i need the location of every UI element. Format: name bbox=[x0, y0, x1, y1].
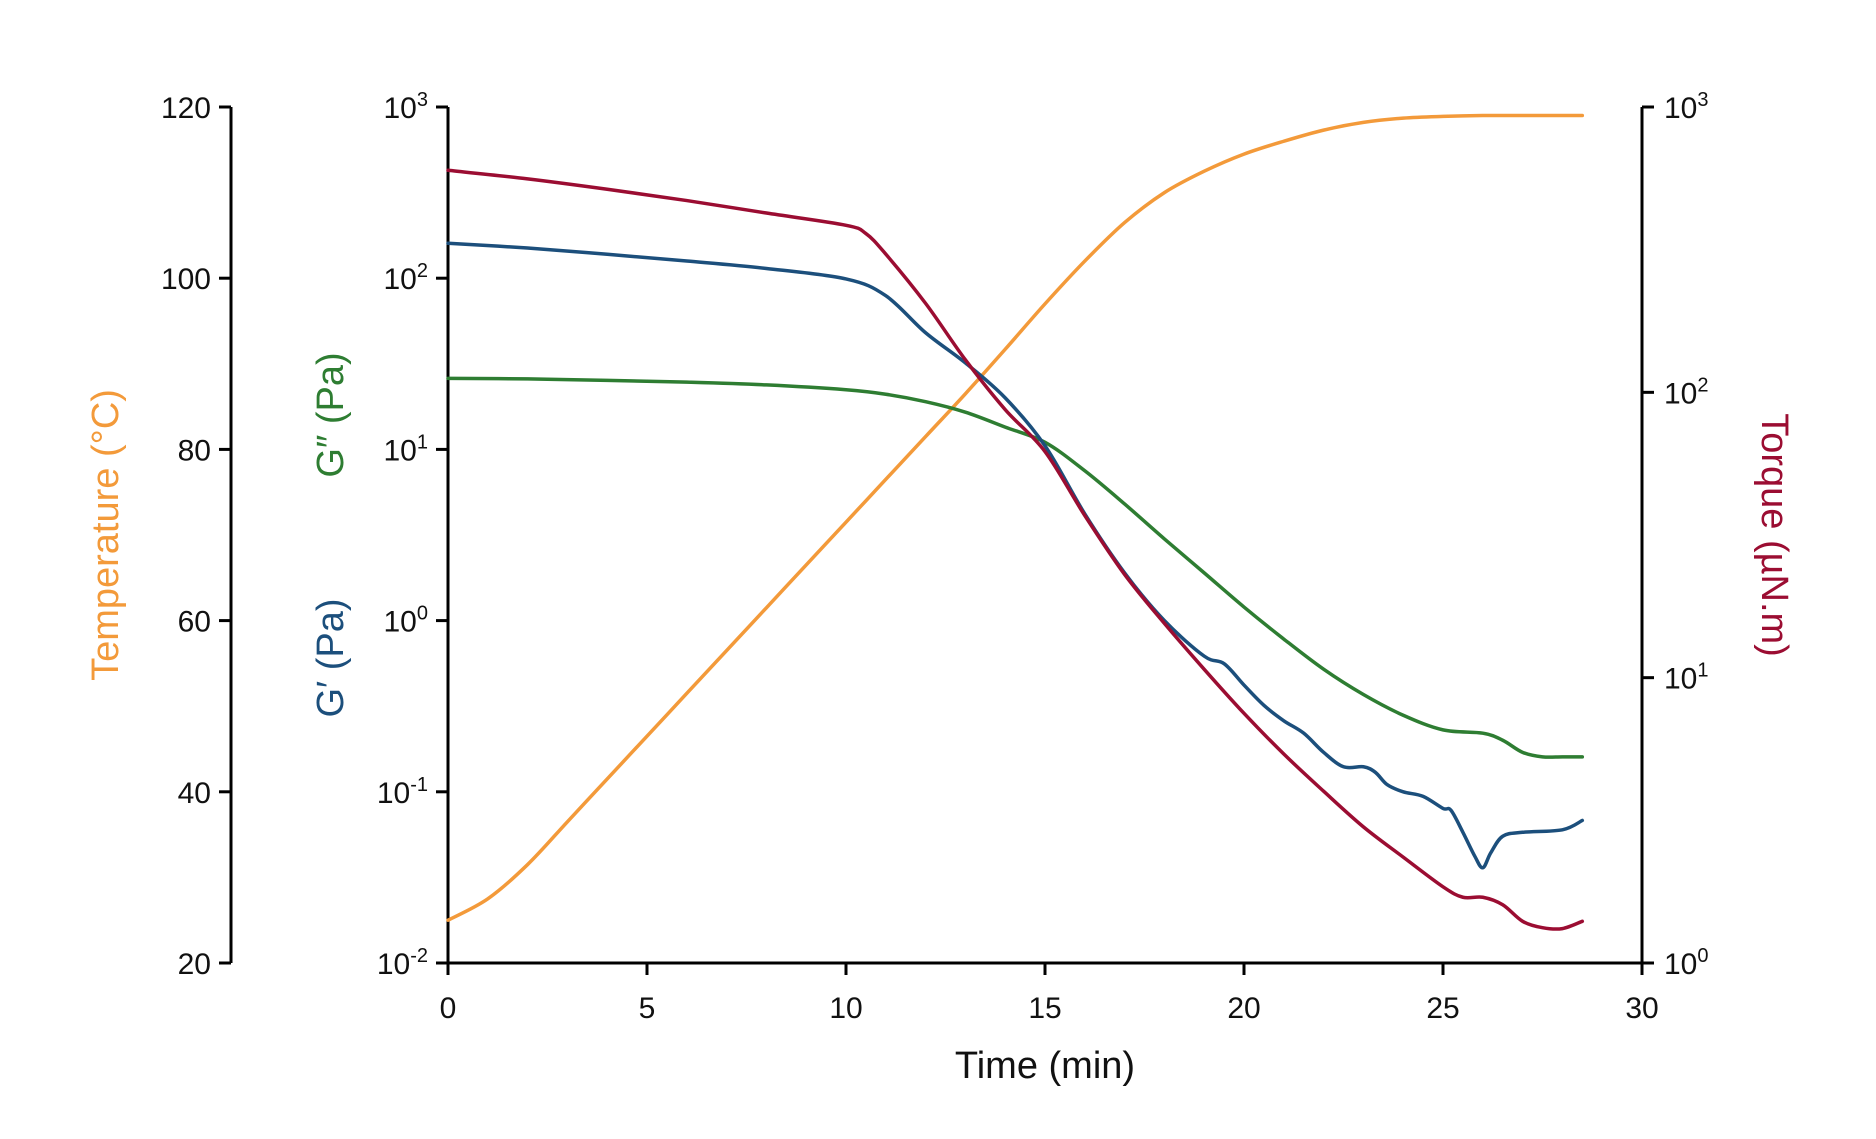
modulus-axis-ticks: 103 102 101 100 10-1 10-2 bbox=[377, 89, 448, 981]
torque-tick-label: 103 bbox=[1664, 89, 1709, 125]
modulus-tick-label: 100 bbox=[384, 603, 429, 639]
x-tick-label: 20 bbox=[1227, 992, 1260, 1025]
series-layer bbox=[446, 113, 1585, 931]
torque-axis-ticks: 103 102 101 100 bbox=[1642, 89, 1709, 981]
x-axis-title: Time (min) bbox=[955, 1045, 1135, 1087]
modulus-tick-label: 101 bbox=[384, 431, 429, 467]
x-axis-ticks: 0 5 10 15 20 25 30 bbox=[440, 963, 1659, 1025]
torque-line bbox=[446, 168, 1585, 931]
x-tick-label: 15 bbox=[1028, 992, 1061, 1025]
x-tick-label: 10 bbox=[829, 992, 862, 1025]
modulus-tick-label: 10-2 bbox=[377, 945, 428, 981]
temperature-tick-label: 60 bbox=[178, 606, 211, 639]
x-tick-label: 5 bbox=[639, 992, 656, 1025]
temperature-tick-label: 120 bbox=[161, 92, 211, 125]
gp-axis-title: G′ (Pa) bbox=[310, 598, 352, 717]
gpp-axis-title: G″ (Pa) bbox=[310, 352, 352, 477]
gpp-line bbox=[446, 376, 1585, 759]
modulus-tick-label: 10-1 bbox=[377, 774, 428, 810]
temperature-tick-label: 40 bbox=[178, 777, 211, 810]
temperature-line bbox=[446, 113, 1585, 922]
temperature-tick-label: 80 bbox=[178, 434, 211, 467]
modulus-tick-label: 103 bbox=[384, 89, 429, 125]
temperature-axis-title: Temperature (°C) bbox=[85, 389, 127, 681]
temperature-tick-label: 20 bbox=[178, 948, 211, 981]
temperature-tick-label: 100 bbox=[161, 263, 211, 296]
x-tick-label: 30 bbox=[1625, 992, 1658, 1025]
x-tick-label: 25 bbox=[1426, 992, 1459, 1025]
torque-axis-title: Torque (µN.m) bbox=[1753, 413, 1795, 657]
modulus-tick-label: 102 bbox=[384, 260, 429, 296]
temperature-axis-ticks: 20 40 60 80 100 120 bbox=[161, 92, 231, 981]
torque-tick-label: 102 bbox=[1664, 374, 1709, 410]
torque-tick-label: 100 bbox=[1664, 945, 1709, 981]
x-tick-label: 0 bbox=[440, 992, 457, 1025]
gp-line bbox=[446, 241, 1585, 870]
torque-tick-label: 101 bbox=[1664, 660, 1709, 696]
